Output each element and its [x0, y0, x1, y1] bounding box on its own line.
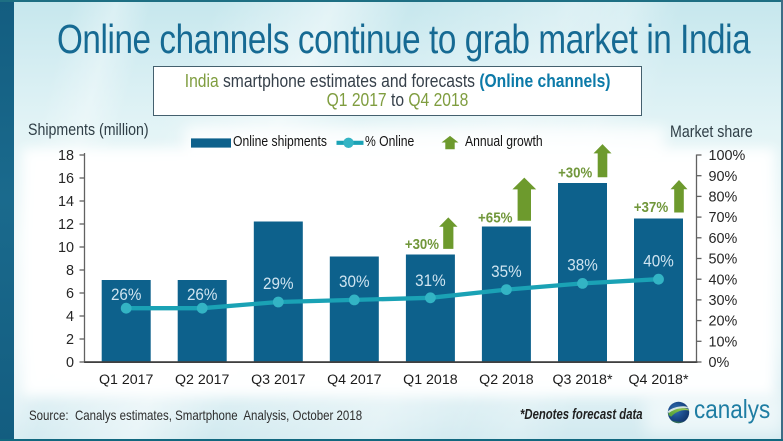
- svg-text:2: 2: [66, 332, 74, 348]
- svg-text:+30%: +30%: [558, 165, 592, 182]
- svg-text:14: 14: [58, 194, 74, 210]
- svg-text:26%: 26%: [187, 286, 218, 304]
- svg-text:30%: 30%: [709, 293, 738, 309]
- svg-text:40%: 40%: [643, 253, 674, 271]
- svg-text:6: 6: [66, 286, 74, 302]
- svg-text:60%: 60%: [709, 231, 738, 247]
- svg-text:+37%: +37%: [634, 199, 669, 216]
- svg-text:40%: 40%: [709, 272, 738, 288]
- svg-text:29%: 29%: [263, 275, 294, 293]
- svg-text:26%: 26%: [111, 286, 142, 304]
- svg-text:35%: 35%: [491, 263, 522, 281]
- svg-text:12: 12: [58, 217, 74, 233]
- svg-text:70%: 70%: [709, 210, 738, 226]
- svg-text:10: 10: [58, 240, 74, 256]
- svg-text:Q2 2017: Q2 2017: [175, 372, 230, 388]
- svg-text:+65%: +65%: [478, 210, 513, 227]
- svg-text:0: 0: [66, 355, 74, 371]
- svg-text:4: 4: [66, 309, 74, 325]
- svg-text:50%: 50%: [709, 252, 738, 268]
- svg-text:90%: 90%: [709, 169, 738, 185]
- svg-text:8: 8: [66, 263, 74, 279]
- svg-text:16: 16: [58, 171, 74, 187]
- svg-text:+30%: +30%: [405, 236, 439, 253]
- svg-text:10%: 10%: [709, 334, 738, 350]
- svg-text:20%: 20%: [709, 314, 738, 330]
- svg-text:Q4 2017: Q4 2017: [327, 372, 382, 388]
- svg-text:Q1 2017: Q1 2017: [99, 372, 154, 388]
- svg-text:Q3 2017: Q3 2017: [251, 372, 306, 388]
- svg-text:Q3 2018*: Q3 2018*: [553, 372, 613, 388]
- svg-text:30%: 30%: [339, 273, 370, 291]
- svg-text:38%: 38%: [567, 257, 598, 275]
- svg-text:Q2 2018: Q2 2018: [479, 372, 534, 388]
- svg-text:80%: 80%: [709, 190, 738, 206]
- svg-text:18: 18: [58, 148, 74, 164]
- svg-text:Q4 2018*: Q4 2018*: [629, 372, 689, 388]
- svg-text:100%: 100%: [709, 148, 746, 164]
- svg-text:Q1 2018: Q1 2018: [403, 372, 458, 388]
- svg-text:31%: 31%: [415, 272, 446, 290]
- svg-text:0%: 0%: [709, 355, 730, 371]
